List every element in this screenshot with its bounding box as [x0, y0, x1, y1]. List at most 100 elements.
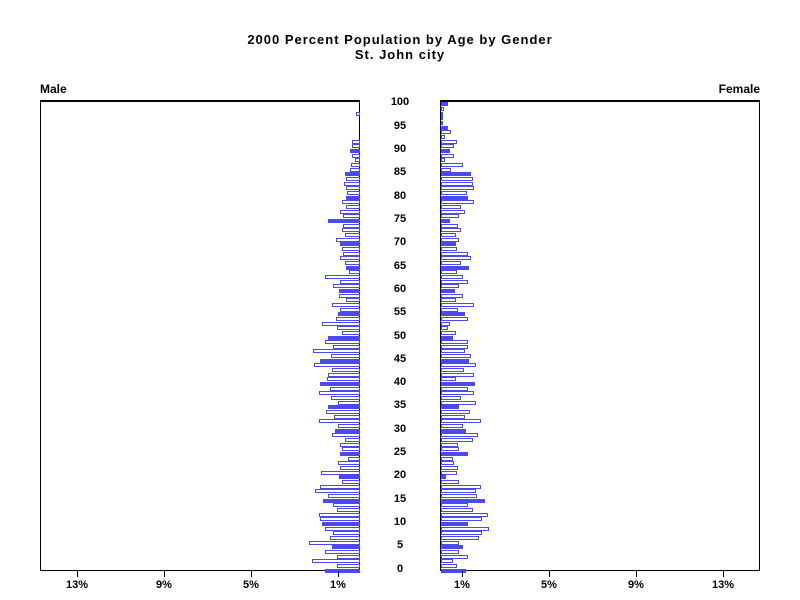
male-x-tick-5%	[251, 571, 252, 577]
pyramid-bar-female-age-85	[441, 172, 471, 177]
pyramid-bar-female-age-78	[441, 204, 461, 209]
pyramid-bar-male-age-34	[326, 410, 360, 415]
male-x-tick-label-13%: 13%	[65, 579, 89, 591]
pyramid-bar-female-age-55	[441, 312, 465, 317]
pyramid-bar-male-age-57	[332, 302, 360, 307]
age-tick-label-60: 60	[393, 282, 407, 295]
male-x-tick-1%	[338, 571, 339, 577]
pyramid-bar-female-age-48	[441, 344, 468, 349]
pyramid-bar-male-age-73	[342, 228, 360, 233]
pyramid-bar-female-age-100	[441, 102, 448, 107]
pyramid-bar-male-age-16	[328, 494, 360, 499]
pyramid-bar-male-age-77	[340, 209, 360, 214]
pyramid-bar-male-age-9	[325, 526, 360, 531]
pyramid-bar-male-age-8	[333, 531, 360, 536]
pyramid-bar-female-age-31	[441, 424, 463, 429]
pyramid-bar-female-age-6	[441, 540, 459, 545]
pyramid-bar-female-age-96	[441, 120, 443, 125]
pyramid-bar-female-age-54	[441, 316, 468, 321]
female-x-tick-1%	[462, 571, 463, 577]
pyramid-bar-male-age-70	[340, 242, 360, 247]
pyramid-bar-female-age-87	[441, 162, 463, 167]
pyramid-bar-male-age-42	[328, 372, 360, 377]
pyramid-bar-female-age-4	[441, 550, 459, 554]
pyramid-bar-male-age-3	[337, 554, 360, 559]
age-tick-label-50: 50	[393, 329, 407, 342]
pyramid-bar-female-age-91	[441, 144, 454, 149]
pyramid-bar-female-age-58	[441, 298, 456, 303]
pyramid-bar-male-age-58	[346, 298, 360, 303]
pyramid-bar-female-age-35	[441, 405, 459, 410]
pyramid-bar-male-age-46	[331, 354, 360, 359]
pyramid-bar-male-age-27	[340, 442, 360, 447]
female-x-tick-9%	[636, 571, 637, 577]
pyramid-bar-male-age-89	[352, 153, 360, 158]
pyramid-bar-female-age-14	[441, 503, 468, 508]
age-tick-label-95: 95	[393, 119, 407, 132]
pyramid-bar-male-age-6	[309, 540, 360, 545]
pyramid-bar-female-age-1	[441, 564, 457, 568]
pyramid-bar-female-age-40	[441, 382, 475, 387]
pyramid-bar-male-age-17	[315, 489, 360, 494]
pyramid-bar-female-age-92	[441, 139, 457, 144]
female-x-tick-13%	[723, 571, 724, 577]
age-tick-label-15: 15	[393, 492, 407, 505]
age-tick-label-90: 90	[393, 142, 407, 155]
pyramid-bar-male-age-23	[338, 461, 360, 466]
pyramid-bar-male-age-25	[340, 452, 360, 457]
pyramid-bar-male-age-53	[322, 321, 360, 326]
pyramid-bar-female-age-64	[441, 270, 457, 275]
pyramid-bar-female-age-97	[441, 116, 443, 121]
male-panel	[40, 100, 360, 573]
pyramid-bar-female-age-27	[441, 442, 458, 447]
pyramid-bar-male-age-28	[345, 438, 360, 443]
male-x-tick-13%	[77, 571, 78, 577]
pyramid-bar-male-age-98	[356, 111, 360, 116]
pyramid-bar-female-age-11	[441, 517, 482, 522]
female-x-tick-label-1%: 1%	[454, 579, 470, 591]
pyramid-bar-female-age-70	[441, 242, 456, 247]
pyramid-bar-female-age-0	[441, 568, 466, 573]
pyramid-bar-male-age-68	[343, 251, 360, 256]
female-panel-label: Female	[718, 82, 760, 96]
pyramid-bar-male-age-19	[342, 480, 360, 485]
pyramid-bar-female-age-47	[441, 349, 465, 354]
pyramid-bar-female-age-30	[441, 428, 466, 433]
pyramid-bar-male-age-52	[337, 326, 360, 331]
pyramid-bar-female-age-2	[441, 559, 453, 564]
pyramid-bar-female-age-32	[441, 419, 481, 424]
pyramid-bar-male-age-24	[348, 456, 360, 461]
pyramid-bar-male-age-44	[314, 363, 360, 368]
pyramid-bar-male-age-63	[325, 274, 360, 279]
pyramid-bar-female-age-5	[441, 545, 463, 550]
pyramid-bar-female-age-22	[441, 466, 458, 471]
age-tick-label-45: 45	[393, 352, 407, 365]
pyramid-bar-female-age-69	[441, 246, 457, 251]
pyramid-bar-male-age-48	[333, 344, 360, 349]
chart-title-block: 2000 Percent Population by Age by Gender…	[0, 32, 800, 62]
pyramid-bar-male-age-50	[328, 335, 360, 340]
pyramid-bar-female-age-3	[441, 554, 468, 559]
pyramid-bar-female-age-88	[441, 158, 445, 163]
chart-subtitle: St. John city	[354, 47, 446, 62]
pyramid-bar-male-age-75	[328, 218, 360, 223]
pyramid-bar-female-age-56	[441, 307, 458, 312]
pyramid-bar-male-age-47	[313, 349, 360, 354]
pyramid-bar-female-age-28	[441, 438, 473, 443]
age-tick-label-100: 100	[390, 96, 410, 109]
pyramid-bar-female-age-84	[441, 176, 473, 181]
pyramid-bar-female-age-61	[441, 284, 459, 289]
pyramid-bar-female-age-65	[441, 265, 469, 270]
pyramid-bar-male-age-76	[343, 214, 360, 219]
pyramid-bar-male-age-10	[322, 522, 360, 527]
pyramid-bar-female-age-62	[441, 279, 468, 284]
pyramid-bar-male-age-61	[333, 284, 360, 289]
pyramid-bar-male-age-65	[346, 265, 360, 270]
pyramid-bar-male-age-14	[333, 503, 360, 508]
male-x-tick-9%	[164, 571, 165, 577]
pyramid-bar-female-age-80	[441, 195, 468, 200]
pyramid-bar-female-age-51	[441, 330, 456, 335]
pyramid-bar-male-age-26	[342, 447, 360, 452]
pyramid-bar-male-age-67	[340, 256, 360, 261]
